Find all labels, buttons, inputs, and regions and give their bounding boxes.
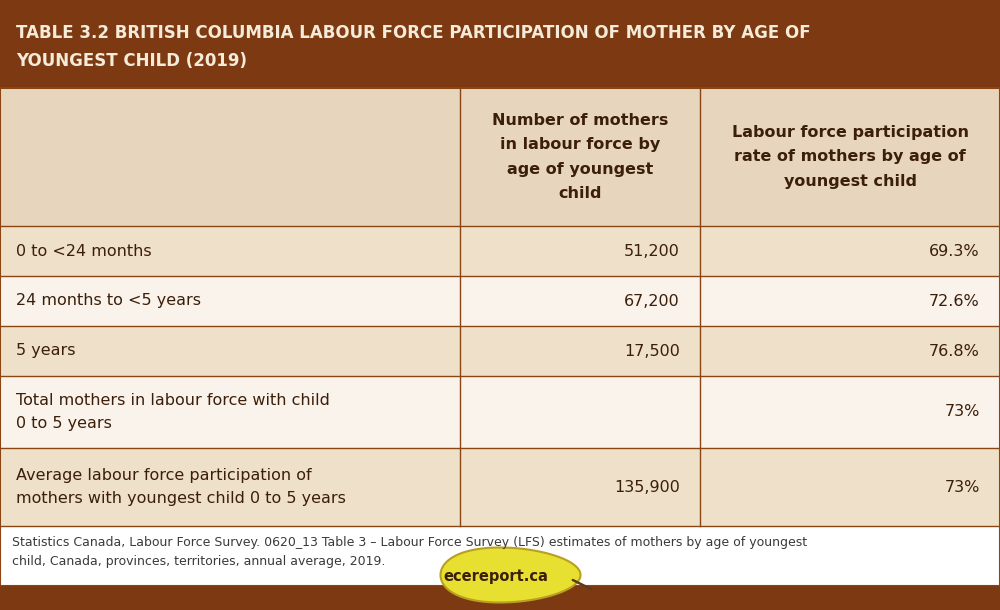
- Bar: [0, 226, 1000, 276]
- Bar: [0, 88, 1000, 586]
- Bar: [0, 376, 1000, 448]
- Text: Labour force participation
rate of mothers by age of
youngest child: Labour force participation rate of mothe…: [732, 125, 968, 189]
- Text: 51,200: 51,200: [624, 243, 680, 259]
- Text: 0 to <24 months: 0 to <24 months: [16, 243, 152, 259]
- Bar: [0, 0, 1000, 88]
- Bar: [0, 448, 1000, 526]
- Text: Statistics Canada, Labour Force Survey. 0620_13 Table 3 – Labour Force Survey (L: Statistics Canada, Labour Force Survey. …: [12, 536, 807, 568]
- Bar: [0, 586, 1000, 610]
- Text: 72.6%: 72.6%: [929, 293, 980, 309]
- Text: ecereport.ca: ecereport.ca: [444, 570, 548, 584]
- Text: 73%: 73%: [945, 404, 980, 420]
- Text: TABLE 3.2 BRITISH COLUMBIA LABOUR FORCE PARTICIPATION OF MOTHER BY AGE OF: TABLE 3.2 BRITISH COLUMBIA LABOUR FORCE …: [16, 24, 811, 42]
- Text: Average labour force participation of
mothers with youngest child 0 to 5 years: Average labour force participation of mo…: [16, 468, 346, 506]
- Text: 5 years: 5 years: [16, 343, 76, 359]
- Bar: [0, 526, 1000, 586]
- Bar: [0, 88, 1000, 586]
- Text: 67,200: 67,200: [624, 293, 680, 309]
- Text: 135,900: 135,900: [614, 479, 680, 495]
- Text: 76.8%: 76.8%: [929, 343, 980, 359]
- Text: 17,500: 17,500: [624, 343, 680, 359]
- Bar: [0, 88, 1000, 226]
- Text: Number of mothers
in labour force by
age of youngest
child: Number of mothers in labour force by age…: [492, 113, 668, 201]
- Text: 69.3%: 69.3%: [929, 243, 980, 259]
- Bar: [0, 326, 1000, 376]
- Text: 73%: 73%: [945, 479, 980, 495]
- Polygon shape: [441, 548, 580, 603]
- Text: YOUNGEST CHILD (2019): YOUNGEST CHILD (2019): [16, 52, 247, 70]
- Text: 24 months to <5 years: 24 months to <5 years: [16, 293, 201, 309]
- Bar: [0, 276, 1000, 326]
- Text: Total mothers in labour force with child
0 to 5 years: Total mothers in labour force with child…: [16, 393, 330, 431]
